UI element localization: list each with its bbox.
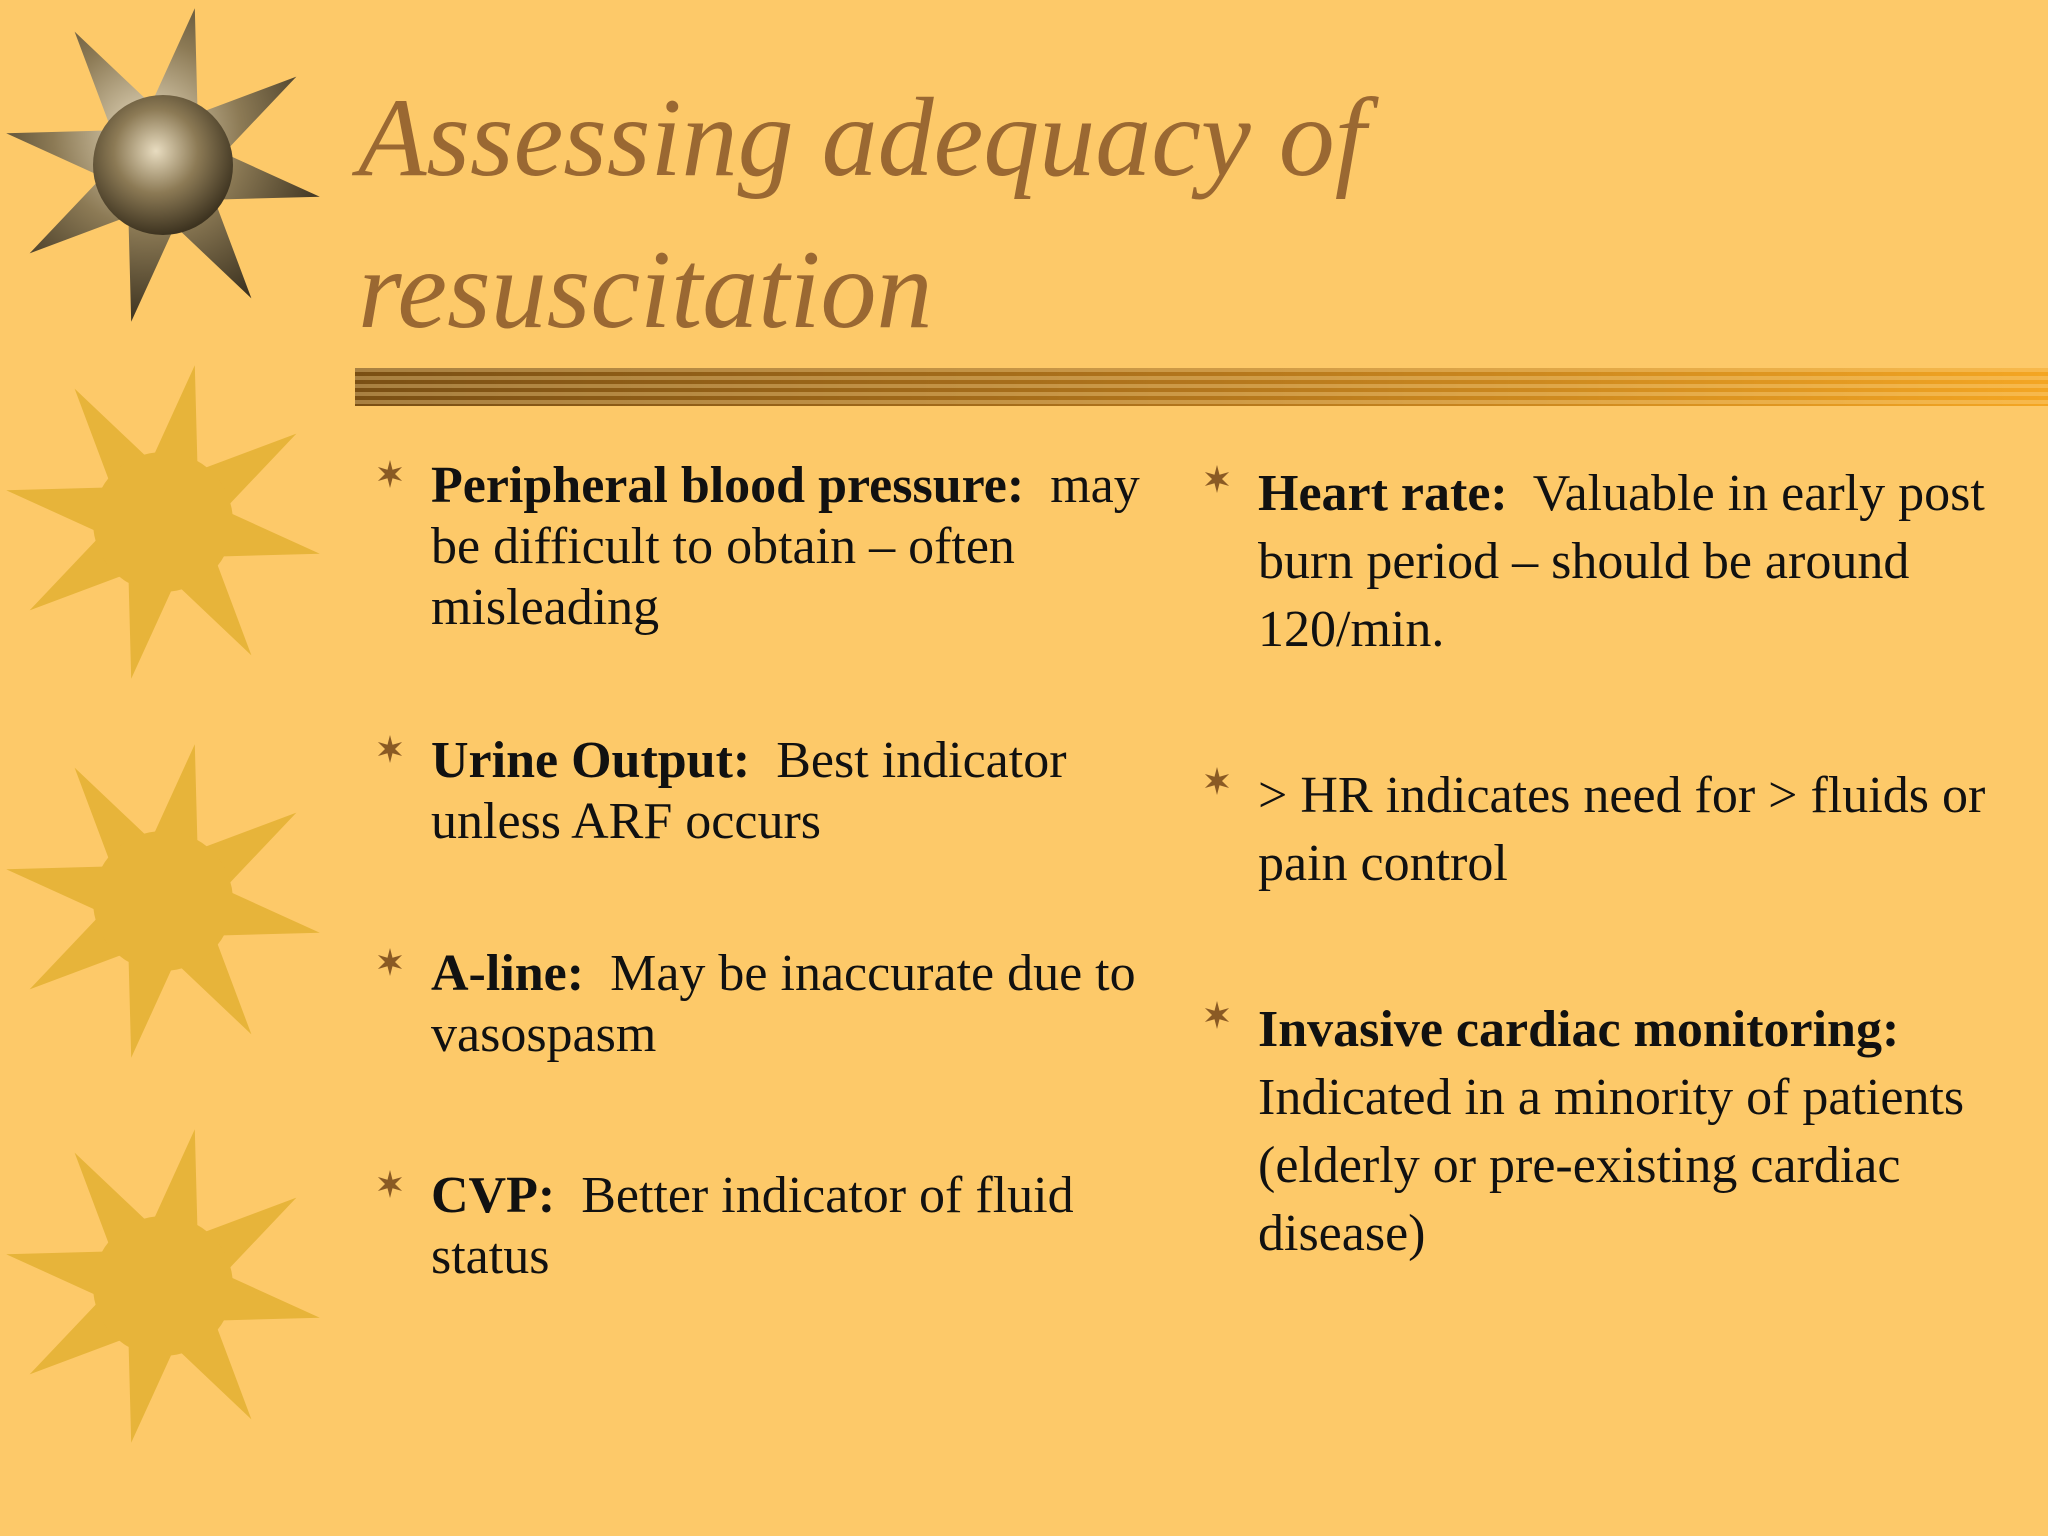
bullet-item: > HR indicates need for > fluids or pain… <box>1204 762 2018 898</box>
slide-title: Assessing adequacy of resuscitation <box>358 76 1366 352</box>
bullet-item: Heart rate: Valuable in early post burn … <box>1204 460 2018 664</box>
bullet-item: CVP: Better indicator of fluid status <box>377 1165 1151 1287</box>
bullet-text: May be inaccurate due to vasospasm <box>431 945 1136 1063</box>
bullet-text: Best indicator unless ARF occurs <box>431 732 1067 850</box>
bullet-item: A-line: May be inaccurate due to vasospa… <box>377 943 1151 1065</box>
bullet-icon <box>377 948 403 976</box>
sun-ornament-disc <box>93 831 233 971</box>
bullet-term: Invasive cardiac monitoring: <box>1258 1001 1900 1058</box>
bullet-icon <box>377 735 403 763</box>
bullet-icon <box>377 1170 403 1198</box>
bullet-term: CVP: <box>431 1167 556 1224</box>
bullet-text: Indicated in a minority of patients (eld… <box>1258 1069 1965 1262</box>
bullet-term: Urine Output: <box>431 732 751 789</box>
bullet-term: Peripheral blood pressure: <box>431 457 1025 514</box>
bullet-item: Peripheral blood pressure: may be diffic… <box>377 455 1151 638</box>
bullet-item: Urine Output: Best indicator unless ARF … <box>377 730 1151 852</box>
bullet-icon <box>1204 1001 1230 1029</box>
bullet-text: Better indicator of fluid status <box>431 1167 1074 1285</box>
bullet-text: > HR indicates need for > fluids or pain… <box>1258 767 1986 892</box>
metal-sun-disc <box>93 95 233 235</box>
title-rule-stripes <box>355 368 2048 406</box>
bullet-text: Valuable in early post burn period – sho… <box>1258 465 1985 658</box>
sun-ornament-disc <box>93 452 233 592</box>
bullet-icon <box>377 460 403 488</box>
bullet-term: A-line: <box>431 945 585 1002</box>
bullet-icon <box>1204 465 1230 493</box>
bullet-term: Heart rate: <box>1258 465 1508 522</box>
bullet-icon <box>1204 767 1230 795</box>
sun-ornament-disc <box>93 1216 233 1356</box>
bullet-item: Invasive cardiac monitoring: Indicated i… <box>1204 996 2018 1268</box>
bullet-text: may be difficult to obtain – often misle… <box>431 457 1140 636</box>
